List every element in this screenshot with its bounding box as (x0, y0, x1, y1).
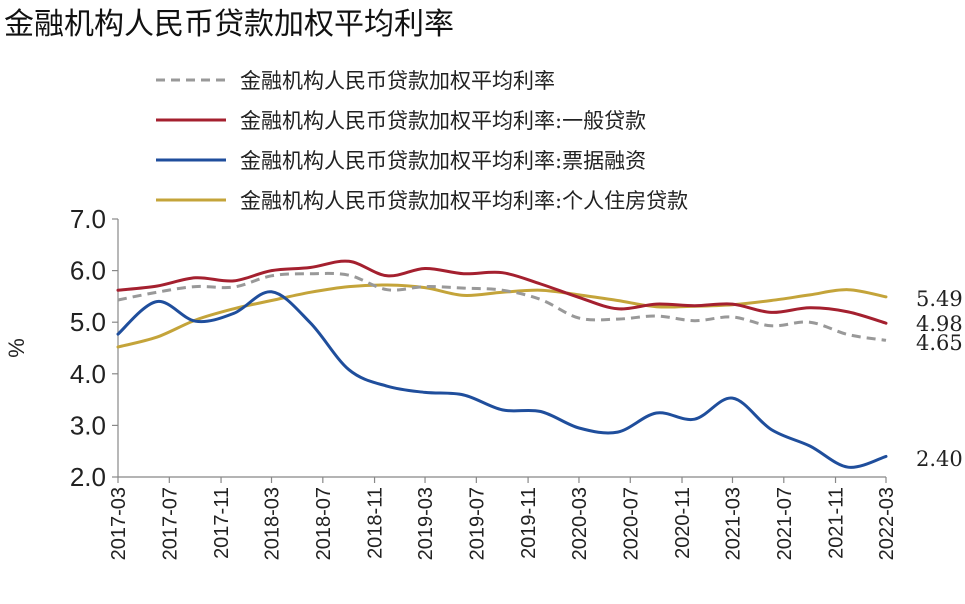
y-tick-label: 4.0 (70, 359, 106, 389)
y-axis: 2.0 3.0 4.0 5.0 6.0 7.0 (70, 204, 119, 492)
x-tick-label: 2017-11 (211, 487, 233, 559)
x-tick-label: 2017-03 (108, 487, 130, 560)
end-labels: 5.494.984.65 2.40 (916, 287, 963, 471)
series-line-2 (116, 290, 888, 469)
x-tick-label: 2017-07 (159, 487, 181, 560)
legend-label-1: 金融机构人民币贷款加权平均利率:一般贷款 (240, 109, 646, 133)
y-tick-label: 7.0 (70, 204, 106, 234)
y-axis-label: % (4, 338, 29, 358)
x-tick-label: 2019-03 (415, 487, 437, 560)
legend-label-0: 金融机构人民币贷款加权平均利率 (240, 69, 555, 93)
x-tick-label: 2022-03 (876, 487, 898, 560)
legend: 金融机构人民币贷款加权平均利率金融机构人民币贷款加权平均利率:一般贷款金融机构人… (156, 69, 688, 213)
x-tick-label: 2018-11 (365, 487, 387, 559)
legend-label-2: 金融机构人民币贷款加权平均利率:票据融资 (240, 149, 646, 173)
end-value-label-3: 2.40 (916, 447, 963, 471)
y-tick-label: 5.0 (70, 307, 106, 337)
x-tick-label: 2018-03 (262, 487, 284, 560)
x-tick-label: 2021-07 (774, 487, 796, 560)
end-value-label-0: 5.49 (916, 287, 963, 311)
series-line-3 (116, 283, 888, 349)
x-tick-label: 2020-03 (569, 487, 591, 560)
chart-title: 金融机构人民币贷款加权平均利率 (4, 7, 454, 42)
end-value-label-2: 4.65 (916, 331, 963, 355)
series-line-1 (116, 259, 888, 325)
x-tick-label: 2021-11 (826, 487, 848, 559)
y-tick-label: 6.0 (70, 256, 106, 286)
legend-label-3: 金融机构人民币贷款加权平均利率:个人住房贷款 (240, 189, 688, 213)
x-tick-label: 2021-03 (722, 487, 744, 560)
series-layer (116, 259, 888, 469)
x-tick-label: 2019-11 (518, 487, 540, 559)
x-tick-label: 2018-07 (313, 487, 335, 560)
x-tick-label: 2020-07 (620, 487, 642, 560)
x-tick-label: 2020-11 (672, 487, 694, 559)
y-tick-label: 3.0 (70, 410, 106, 440)
end-value-label-1: 4.98 (916, 312, 963, 336)
x-axis: 2017-03 2017-07 2017-11 2018-03 2018-07 2018-… (108, 476, 898, 560)
y-tick-label: 2.0 (70, 462, 106, 492)
x-tick-label: 2019-07 (466, 487, 488, 560)
series-line-0 (117, 271, 887, 342)
